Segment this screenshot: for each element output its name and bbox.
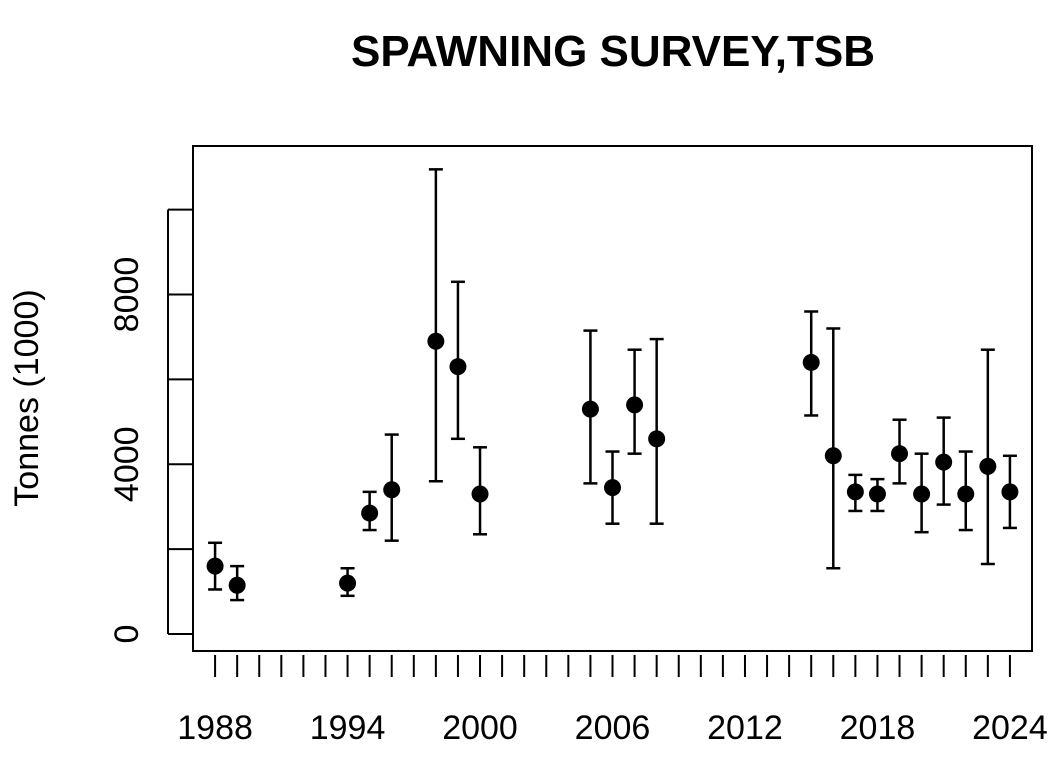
data-point xyxy=(449,358,467,376)
y-tick-label: 0 xyxy=(108,625,146,644)
data-point xyxy=(824,447,842,465)
data-point xyxy=(846,483,864,501)
data-point xyxy=(891,445,909,463)
data-point xyxy=(383,481,401,499)
y-tick-label: 8000 xyxy=(108,257,146,333)
x-tick-label: 1988 xyxy=(177,709,253,747)
y-tick-label: 4000 xyxy=(108,426,146,502)
data-point xyxy=(648,430,666,448)
x-tick-label: 2000 xyxy=(442,709,518,747)
x-tick-label: 2012 xyxy=(707,709,783,747)
data-marks xyxy=(206,168,1019,602)
x-tick-label: 2024 xyxy=(972,709,1048,747)
data-point xyxy=(339,574,357,592)
data-point xyxy=(913,485,931,503)
data-point xyxy=(471,485,489,503)
x-axis: 1988 1994 2000 2006 2012 2018 2024 xyxy=(177,655,1048,747)
data-point xyxy=(802,353,820,371)
x-tick-label: 1994 xyxy=(310,709,386,747)
data-point xyxy=(361,504,379,522)
data-point xyxy=(581,400,599,418)
x-tick-label: 2006 xyxy=(575,709,651,747)
data-point xyxy=(957,485,975,503)
chart-title: SPAWNING SURVEY,TSB xyxy=(351,27,875,76)
y-axis: 0 4000 8000 xyxy=(108,208,193,644)
data-point xyxy=(206,557,224,575)
data-point xyxy=(626,396,644,414)
data-point xyxy=(935,453,953,471)
data-point xyxy=(868,485,886,503)
data-point xyxy=(979,457,997,475)
data-point xyxy=(427,332,445,350)
x-tick-label: 2018 xyxy=(840,709,916,747)
data-point xyxy=(1001,483,1019,501)
data-point xyxy=(228,576,246,594)
y-axis-label: Tonnes (1000) xyxy=(8,289,46,506)
plot-frame xyxy=(192,145,1033,652)
data-point xyxy=(604,479,621,497)
